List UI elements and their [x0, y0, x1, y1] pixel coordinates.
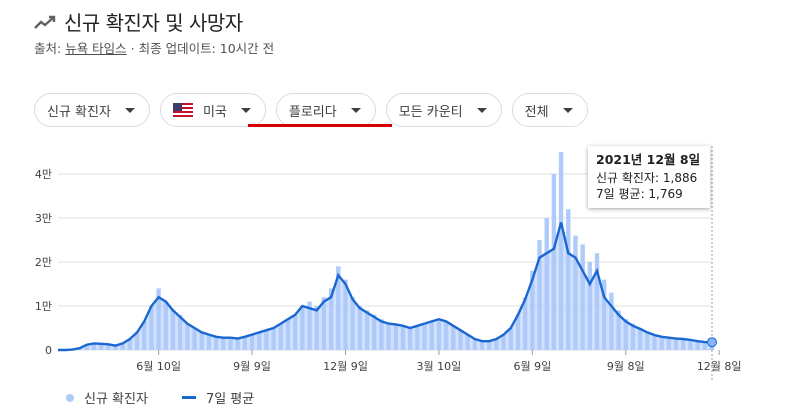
y-tick-label: 4만: [35, 168, 52, 181]
x-tick-label: 6월 10일: [136, 359, 181, 373]
x-tick-label: 3월 10일: [417, 359, 462, 373]
trending-icon: [34, 15, 56, 29]
state-dropdown-label: 플로리다: [288, 104, 337, 120]
cases-legend-dot: [66, 393, 74, 402]
dropdown-arrow-icon: [476, 107, 487, 113]
source-link[interactable]: 뉴욕 타임스: [65, 41, 127, 56]
x-tick-label: 9월 9일: [233, 359, 271, 373]
country-dropdown-label: 미국: [202, 104, 227, 120]
x-tick-label: 12월 8일: [697, 359, 742, 373]
average-legend-label: 7일 평균: [205, 392, 255, 407]
x-tick-label: 12월 9일: [323, 359, 368, 373]
source-suffix: · 최종 업데이트: 10시간 전: [126, 41, 275, 56]
average-area: [58, 222, 712, 350]
filter-bar: 신규 확진자 미국 플로리다 모든 카운티 전체: [34, 93, 588, 127]
period-dropdown[interactable]: 전체: [511, 93, 588, 127]
page-title: 신규 확진자 및 사망자: [64, 11, 243, 35]
source-line: 출처: 뉴욕 타임스 · 최종 업데이트: 10시간 전: [34, 38, 274, 57]
y-tick-label: 2만: [35, 256, 52, 269]
us-flag-icon: [172, 103, 193, 117]
county-dropdown-label: 모든 카운티: [398, 104, 463, 120]
hover-point: [707, 337, 717, 348]
average-line: [58, 222, 713, 352]
county-dropdown[interactable]: 모든 카운티: [385, 93, 502, 127]
country-dropdown[interactable]: 미국: [159, 93, 266, 127]
y-tick-label: 0: [45, 344, 52, 357]
red-underline-annotation: [248, 124, 392, 127]
chart-header: 신규 확진자 및 사망자: [34, 7, 243, 36]
source-prefix: 출처:: [34, 41, 66, 56]
period-dropdown-label: 전체: [524, 104, 549, 120]
chart-tooltip: 2021년 12월 8일 신규 확진자: 1,886 7일 평균: 1,769: [588, 146, 710, 208]
y-tick-label: 1만: [35, 300, 52, 313]
y-tick-label: 3만: [35, 212, 52, 225]
chart-legend: 신규 확진자 7일 평균: [66, 388, 254, 407]
dropdown-arrow-icon: [350, 107, 361, 113]
metric-dropdown-label: 신규 확진자: [47, 104, 111, 120]
tooltip-cases: 신규 확진자: 1,886: [596, 171, 698, 185]
metric-dropdown[interactable]: 신규 확진자: [34, 93, 150, 127]
dropdown-arrow-icon: [562, 107, 573, 113]
state-dropdown[interactable]: 플로리다: [275, 93, 376, 127]
dropdown-arrow-icon: [240, 107, 251, 113]
cases-legend-label: 신규 확진자: [84, 392, 148, 407]
x-tick-label: 9월 8일: [607, 359, 645, 373]
tooltip-average: 7일 평균: 1,769: [596, 187, 683, 201]
dropdown-arrow-icon: [124, 107, 135, 113]
tooltip-date: 2021년 12월 8일: [596, 152, 701, 167]
average-legend-line: [181, 396, 196, 399]
x-tick-label: 6월 9일: [513, 359, 551, 373]
